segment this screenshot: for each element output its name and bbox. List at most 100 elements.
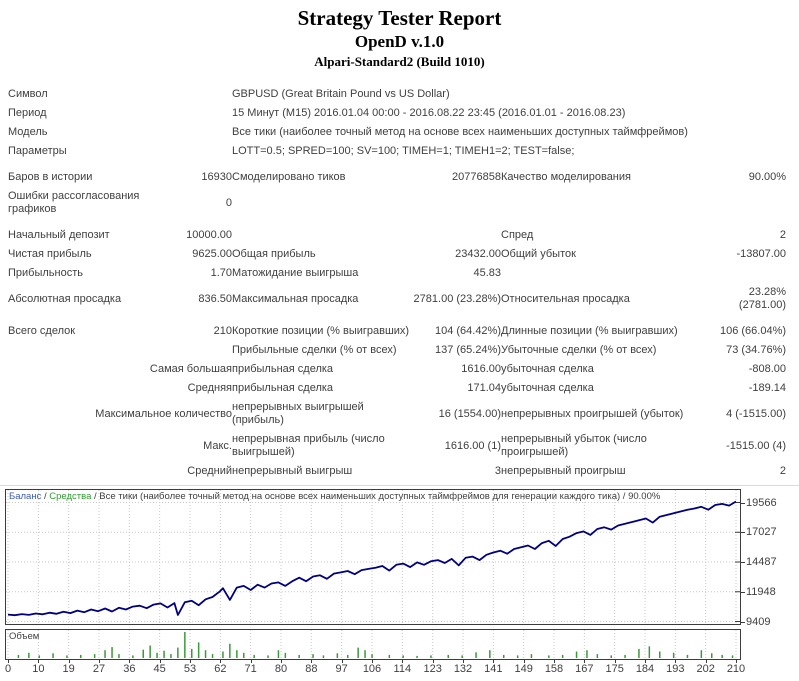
x-axis-tick [38,660,40,663]
report-row: Баров в истории 16930 Смоделировано тиков 2… [8,168,786,187]
report-header: Strategy Tester Report OpenD v.1.0 Alpar… [0,0,799,70]
volume-bar [243,652,245,658]
volume-bar [312,654,314,658]
report-cell: Символ [8,88,48,100]
x-axis-tick [129,660,131,663]
report-cell: непрерывных проигрышей (убыток) [501,407,684,420]
report-cell: LOTT=0.5; SPRED=100; SV=100; TIMEH=1; TI… [232,145,575,157]
volume-bar [52,653,54,658]
volume-bar [38,655,40,658]
x-axis-label: 193 [666,663,685,675]
x-axis-label: 141 [484,663,503,675]
x-axis-tick [432,660,434,663]
report-row: Всего сделок 210 Короткие позиции (% выигр… [8,322,786,341]
report-cell: Абсолютная просадка [8,292,122,305]
report-row: Символ GBPUSD (Great Britain Pound vs US … [8,85,786,104]
report-cell: Прибыльность [8,267,83,279]
report-row: Средняя прибыльная сделка 171.04 убыточная … [8,379,786,398]
report-cell [148,142,232,161]
report-cell: 2781.00 (23.28%) [413,292,501,305]
volume-bar [66,655,68,658]
report-cell: GBPUSD (Great Britain Pound vs US Dollar… [232,88,450,100]
y-axis-tick [741,562,745,563]
report-row: Макс. непрерывная прибыль (число выигрыше… [8,430,786,462]
report-cell [232,226,412,245]
y-axis-label: 9409 [746,615,771,628]
x-axis-tick [8,660,9,663]
report-cell: 0 [225,196,232,209]
report-cell [702,264,786,283]
report-cell: Всего сделок [8,325,76,337]
legend-separator: / [41,491,50,502]
spacer-row [8,315,786,322]
x-axis-label: 114 [393,663,412,675]
report-cell: Период [8,107,47,119]
x-axis-label: 36 [123,663,136,675]
report-cell: убыточная сделка [501,363,594,375]
volume-bar [503,654,505,658]
report-cell: 171.04 [467,382,501,394]
x-axis-tick [645,660,646,663]
x-axis-tick [523,660,525,663]
volume-bar [267,655,269,658]
report-cell: Матожидание выигрыша [232,267,359,279]
volume-bar [118,654,120,658]
volume-bar [371,654,373,658]
report-cell: 4 (-1515.00) [726,407,787,420]
volume-bar [229,643,231,658]
report-cell: прибыльная сделка [232,382,334,394]
y-axis-tick [741,532,745,534]
volume-bar [28,652,30,658]
report-cell: 9625.00 [192,248,232,260]
volume-bar [156,652,158,658]
volume-bar [104,650,106,658]
x-axis-tick [341,660,343,663]
volume-bar [204,650,207,658]
volume-bar [336,653,339,658]
volume-bar [575,651,578,658]
report-cell: Все тики (наиболее точный метод на основ… [232,126,688,138]
x-axis-label: 19 [62,663,75,675]
report-row: Начальный депозит 10000.00 Спред 2 [8,226,786,245]
legend-separator: / [620,491,629,502]
volume-bar [211,654,214,658]
legend-equity: Средства [49,491,92,502]
volume-bar [364,650,366,658]
legend-model: Все тики (наиболее точный метод на основ… [99,491,621,502]
report-cell: 16930 [201,171,232,183]
volume-bar [475,652,477,658]
x-axis-label: 62 [214,663,227,675]
report-row: Чистая прибыль 9625.00 Общая прибыль 23432.… [8,245,786,264]
x-axis-tick [705,660,707,663]
x-axis-label: 210 [726,663,746,675]
report-cell: Средний [187,465,232,477]
report-cell: 836.50 [198,292,232,305]
report-cell: 2 [779,465,787,477]
x-axis-label: 53 [183,663,197,675]
volume-bar [80,654,82,658]
report-cell: -189.14 [748,382,787,394]
report-cell: Модель [8,126,48,138]
volume-bar [624,654,626,658]
chart-area: Баланс / Средства / Все тики (наиболее т… [0,489,799,681]
report-cell: 10000.00 [186,229,232,241]
report-cell: Общий убыток [501,248,576,260]
report-cell: 45.83 [473,267,501,279]
volume-bar [430,655,432,658]
balance-curve-svg [6,490,740,624]
volume-bar [648,646,651,658]
x-axis-label: 184 [635,663,655,675]
volume-bar [447,654,449,658]
y-axis-label: 11948 [746,585,776,598]
report-cell: Относительная просадка [501,292,630,305]
report-cell: Качество моделирования [501,171,631,183]
report-cell: Баров в истории [8,171,93,183]
report-cell [412,226,501,245]
report-cell: 90.00% [748,171,787,183]
report-cell: -808.00 [748,363,787,375]
volume-bar [298,654,300,658]
report-cell: 20776858 [452,171,501,183]
x-axis-tick [159,660,161,663]
x-axis-tick [584,660,586,663]
